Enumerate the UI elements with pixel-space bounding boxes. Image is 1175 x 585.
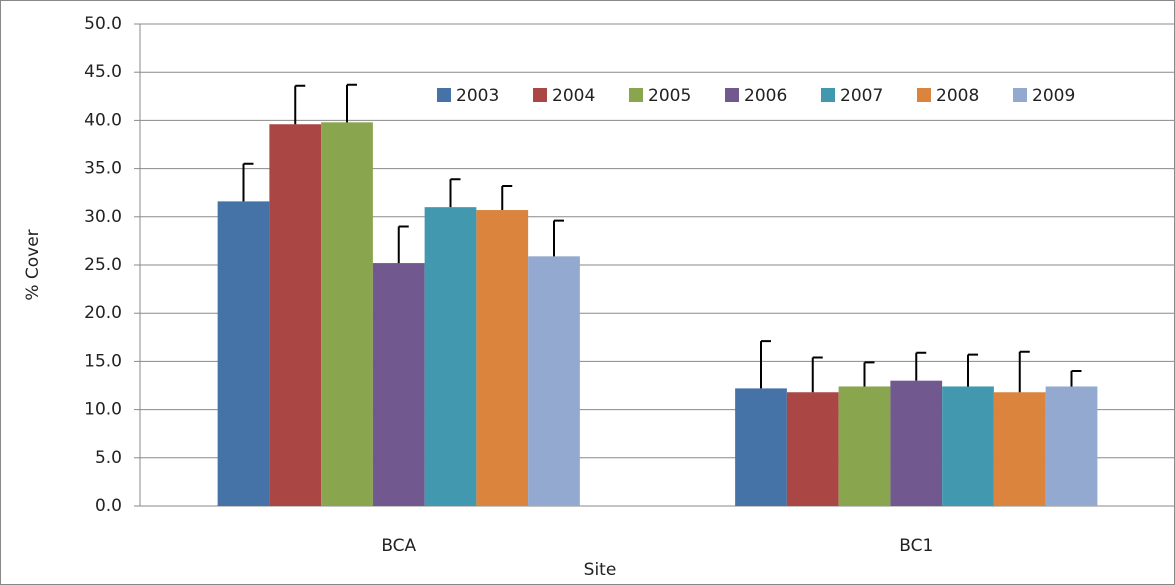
y-tick-label: 40.0 [84,110,122,130]
bar [372,263,425,506]
legend-label: 2008 [936,86,979,106]
error-bar [242,162,254,202]
legend-swatch [725,88,739,102]
y-tick-label: 50.0 [84,14,122,34]
y-tick-label: 45.0 [84,62,122,82]
bar [890,380,943,506]
bar [217,201,270,506]
y-tick-label: 30.0 [84,207,122,227]
y-tick-label: 35.0 [84,159,122,179]
legend-label: 2009 [1032,86,1075,106]
bar [269,124,322,507]
x-tick-label: BCA [381,536,416,556]
legend-swatch [533,88,547,102]
bar [476,210,529,506]
error-bar [397,225,409,264]
y-tick-label: 0.0 [95,496,122,516]
error-bar [501,184,513,211]
x-axis-label: Site [584,560,617,580]
legend-swatch [821,88,835,102]
y-tick-label: 10.0 [84,400,122,420]
legend-swatch [629,88,643,102]
bar [786,392,839,506]
y-axis-label: % Cover [23,229,43,300]
error-bar [760,340,771,389]
x-tick-label: BC1 [899,536,933,556]
error-bar [294,84,306,125]
error-bar [553,219,564,257]
legend-label: 2006 [744,86,787,106]
legend-swatch [1013,88,1027,102]
legend-label: 2005 [648,86,691,106]
error-bar [346,83,357,123]
legend-swatch [437,88,451,102]
bar [838,386,891,506]
legend-swatch [917,88,931,102]
legend-label: 2004 [552,86,595,106]
bar [424,207,477,506]
error-bar [967,353,978,387]
error-bar [1070,370,1082,387]
y-tick-label: 5.0 [95,448,122,468]
bar [993,392,1046,506]
bar [1045,386,1098,506]
y-tick-label: 25.0 [84,255,122,275]
bar [321,122,373,506]
legend-label: 2007 [840,86,883,106]
bar [528,256,580,506]
y-tick-label: 15.0 [84,351,122,371]
y-tick-label: 20.0 [84,303,122,323]
error-bar [915,351,927,381]
legend-label: 2003 [456,86,499,106]
error-bar [1018,350,1030,393]
error-bar [811,356,823,393]
bar [942,386,994,506]
bar [735,388,787,506]
error-bar [863,361,875,387]
error-bar [449,178,461,208]
